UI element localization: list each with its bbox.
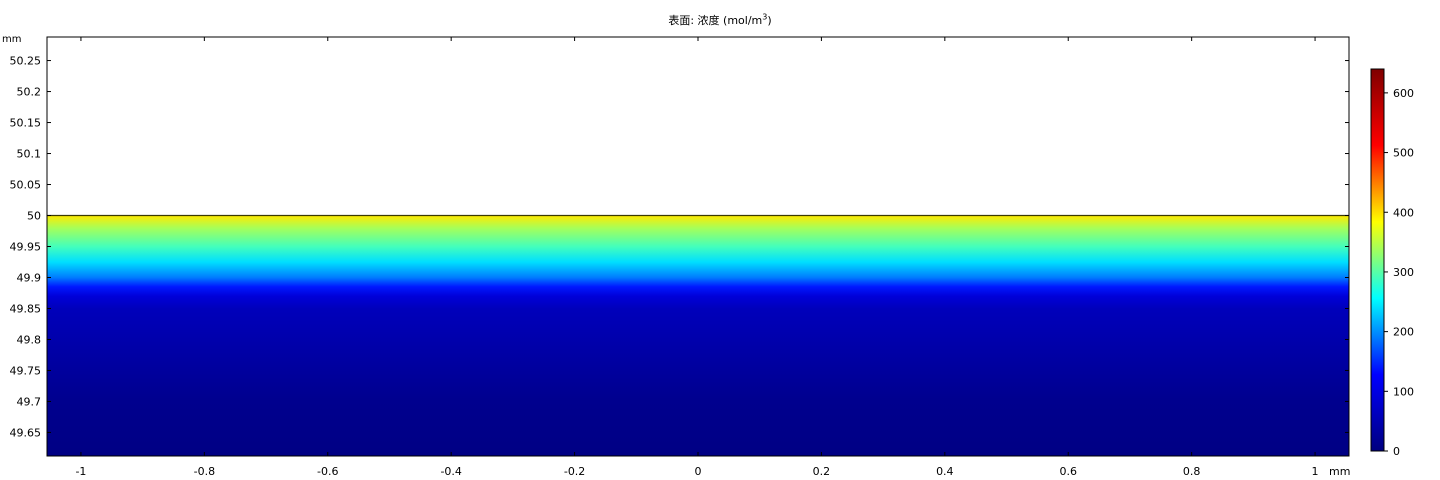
x-tick-label: -1 xyxy=(75,465,86,478)
colorbar-tick-label: 300 xyxy=(1393,266,1414,279)
x-unit-label: mm xyxy=(1329,465,1350,478)
concentration-field xyxy=(47,215,1349,456)
y-unit-label: mm xyxy=(2,34,21,45)
y-tick-label: 49.8 xyxy=(17,333,42,346)
colorbar xyxy=(1370,68,1385,452)
y-tick-label: 50.25 xyxy=(10,55,42,68)
y-tick-label: 49.7 xyxy=(17,395,42,408)
x-tick-label: 0.6 xyxy=(1059,465,1077,478)
chart-title: 表面: 浓度 (mol/m3) xyxy=(668,12,772,27)
y-tick-label: 49.75 xyxy=(10,364,42,377)
x-tick-label: 0 xyxy=(695,465,702,478)
y-tick-label: 50 xyxy=(27,210,41,223)
colorbar-tick-label: 500 xyxy=(1393,147,1414,160)
x-tick-label: -0.6 xyxy=(317,465,338,478)
y-tick-label: 50.2 xyxy=(17,86,42,99)
colorbar-tick-label: 200 xyxy=(1393,326,1414,339)
x-tick-label: 1 xyxy=(1312,465,1319,478)
y-tick-label: 49.95 xyxy=(10,241,42,254)
y-tick-label: 50.05 xyxy=(10,179,42,192)
x-tick-label: -0.4 xyxy=(440,465,461,478)
x-tick-label: -0.2 xyxy=(564,465,585,478)
x-tick-label: 0.8 xyxy=(1183,465,1201,478)
y-tick-label: 49.9 xyxy=(17,271,42,284)
y-tick-label: 49.85 xyxy=(10,302,42,315)
x-tick-label: 0.4 xyxy=(936,465,954,478)
x-tick-label: -0.8 xyxy=(194,465,215,478)
y-tick-label: 50.15 xyxy=(10,117,42,130)
y-tick-label: 50.1 xyxy=(17,148,42,161)
colorbar-tick-label: 0 xyxy=(1393,445,1400,458)
x-tick-label: 0.2 xyxy=(813,465,831,478)
colorbar-tick-label: 600 xyxy=(1393,87,1414,100)
colorbar-tick-label: 100 xyxy=(1393,385,1414,398)
colorbar-tick-label: 400 xyxy=(1393,206,1414,219)
y-tick-label: 49.65 xyxy=(10,426,42,439)
